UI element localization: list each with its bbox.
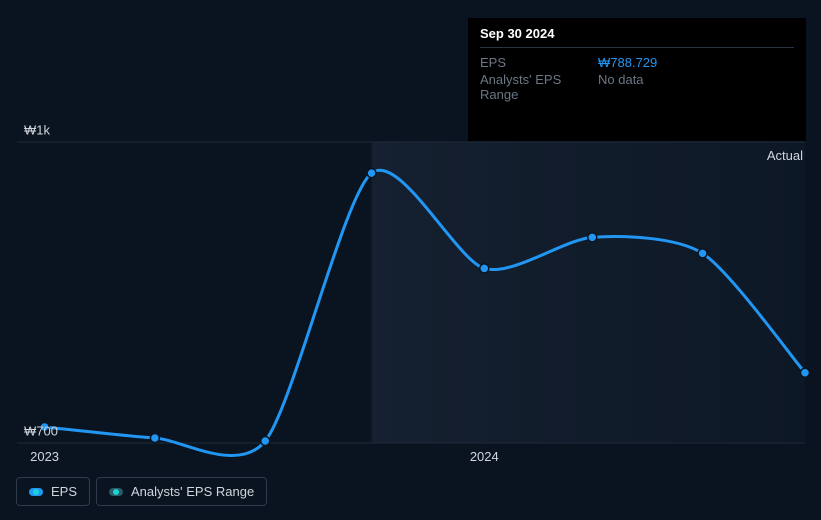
- actual-badge: Actual: [767, 148, 803, 163]
- tooltip-value: No data: [598, 72, 644, 102]
- tooltip-row-eps: EPS ₩788.729: [480, 54, 794, 71]
- x-tick-2023: 2023: [30, 449, 59, 464]
- chart-tooltip: Sep 30 2024 EPS ₩788.729 Analysts' EPS R…: [468, 18, 806, 141]
- tooltip-row-range: Analysts' EPS Range No data: [480, 71, 794, 103]
- tooltip-label: Analysts' EPS Range: [480, 72, 598, 102]
- y-tick-bottom: ₩700: [24, 424, 58, 439]
- tooltip-label: EPS: [480, 55, 598, 70]
- tooltip-date: Sep 30 2024: [480, 26, 794, 48]
- tooltip-value: ₩788.729: [598, 55, 657, 70]
- legend-swatch-icon: [109, 488, 123, 496]
- eps-chart: ₩1k ₩700 2023 2024 Actual Sep 30 2024 EP…: [0, 0, 821, 520]
- chart-legend: EPS Analysts' EPS Range: [16, 477, 267, 506]
- legend-label: Analysts' EPS Range: [131, 484, 254, 499]
- legend-item-range[interactable]: Analysts' EPS Range: [96, 477, 267, 506]
- x-tick-2024: 2024: [470, 449, 499, 464]
- y-tick-top: ₩1k: [24, 123, 50, 138]
- legend-label: EPS: [51, 484, 77, 499]
- legend-swatch-icon: [29, 488, 43, 496]
- legend-item-eps[interactable]: EPS: [16, 477, 90, 506]
